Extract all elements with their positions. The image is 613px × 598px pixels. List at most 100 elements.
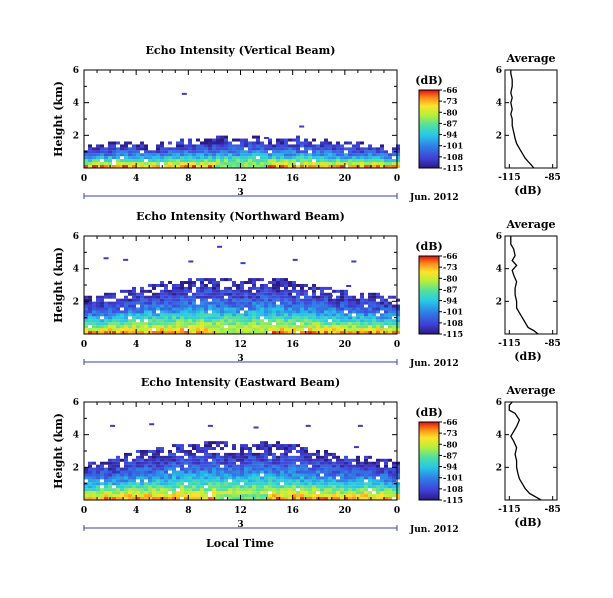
echo-cell bbox=[332, 461, 336, 465]
echo-cell bbox=[340, 319, 344, 323]
echo-cell bbox=[96, 298, 100, 302]
echo-cell bbox=[380, 307, 384, 311]
x-tick-label: 0 bbox=[394, 340, 400, 350]
echo-cell bbox=[296, 156, 300, 160]
echo-cell bbox=[340, 470, 344, 474]
echo-cell bbox=[320, 464, 324, 468]
echo-cell bbox=[328, 328, 332, 332]
echo-cell bbox=[276, 165, 280, 168]
echo-cell bbox=[132, 319, 136, 323]
colorbar-unit: (dB) bbox=[415, 240, 442, 253]
echo-cell bbox=[228, 331, 232, 334]
echo-cell bbox=[264, 153, 268, 157]
echo-cell bbox=[220, 159, 224, 163]
echo-cell bbox=[100, 313, 104, 317]
echo-cell bbox=[168, 307, 172, 311]
echo-cell bbox=[360, 467, 364, 471]
echo-cell bbox=[188, 444, 192, 448]
echo-cell bbox=[328, 298, 332, 302]
echo-cell bbox=[272, 150, 276, 154]
echo-cell bbox=[268, 447, 272, 451]
echo-cell bbox=[304, 316, 308, 320]
echo-cell bbox=[264, 491, 268, 495]
echo-cell bbox=[140, 455, 144, 459]
echo-cell bbox=[236, 295, 240, 299]
echo-cell bbox=[120, 289, 124, 293]
echo-cell bbox=[232, 304, 236, 308]
echo-cell bbox=[360, 162, 364, 166]
echo-cell bbox=[196, 150, 200, 154]
echo-cell bbox=[220, 470, 224, 474]
echo-cell bbox=[188, 322, 192, 326]
echo-cell bbox=[324, 494, 328, 498]
echo-cell bbox=[212, 322, 216, 326]
echo-cell bbox=[164, 304, 168, 308]
echo-cell bbox=[204, 162, 208, 166]
echo-cell bbox=[316, 331, 320, 334]
echo-cell bbox=[292, 289, 296, 293]
echo-cell bbox=[304, 162, 308, 166]
echo-cell bbox=[348, 325, 352, 329]
echo-cell bbox=[188, 298, 192, 302]
echo-cell bbox=[120, 325, 124, 329]
echo-cell bbox=[376, 147, 380, 151]
echo-cell bbox=[172, 482, 176, 486]
echo-cell bbox=[388, 458, 392, 462]
echo-cell bbox=[364, 494, 368, 498]
echo-cell bbox=[340, 313, 344, 317]
echo-cell bbox=[148, 470, 152, 474]
echo-cell bbox=[88, 331, 92, 334]
echo-cell bbox=[176, 298, 180, 302]
echo-cell bbox=[100, 491, 104, 495]
echo-cell bbox=[360, 319, 364, 323]
echo-cell bbox=[148, 485, 152, 489]
echo-cell bbox=[164, 467, 168, 471]
echo-cell bbox=[228, 153, 232, 157]
echo-cell bbox=[292, 485, 296, 489]
echo-cell bbox=[236, 307, 240, 311]
echo-cell bbox=[268, 162, 272, 166]
echo-cell bbox=[100, 319, 104, 323]
echo-cell bbox=[120, 491, 124, 495]
echo-cell bbox=[192, 488, 196, 492]
echo-cell bbox=[216, 313, 220, 317]
echo-cell bbox=[228, 313, 232, 317]
echo-cell bbox=[252, 144, 256, 148]
echo-cell bbox=[172, 452, 176, 456]
echo-cell bbox=[168, 292, 172, 296]
echo-cell bbox=[296, 138, 300, 142]
echo-cell bbox=[140, 325, 144, 329]
echo-cell bbox=[252, 467, 256, 471]
echo-cell bbox=[268, 319, 272, 323]
echo-cell bbox=[120, 301, 124, 305]
echo-cell bbox=[92, 162, 96, 166]
echo-cell bbox=[200, 301, 204, 305]
echo-cell bbox=[300, 162, 304, 166]
echo-cell bbox=[316, 473, 320, 477]
echo-cell bbox=[296, 470, 300, 474]
echo-cell bbox=[392, 476, 396, 480]
echo-cell bbox=[112, 313, 116, 317]
echo-cell bbox=[324, 295, 328, 299]
echo-cell bbox=[264, 316, 268, 320]
echo-cell bbox=[304, 289, 308, 293]
echo-cell bbox=[112, 322, 116, 326]
echo-cell bbox=[116, 310, 120, 314]
echo-cell bbox=[264, 292, 268, 296]
echo-cell bbox=[164, 316, 168, 320]
echo-cell bbox=[220, 482, 224, 486]
echo-cell bbox=[308, 325, 312, 329]
echo-cell bbox=[284, 307, 288, 311]
echo-cell bbox=[380, 458, 384, 462]
echo-cell bbox=[148, 473, 152, 477]
echo-cell bbox=[216, 322, 220, 326]
echo-cell bbox=[232, 313, 236, 317]
echo-cell bbox=[128, 452, 132, 456]
echo-cell bbox=[132, 156, 136, 160]
echo-cell bbox=[228, 452, 232, 456]
echo-cell bbox=[372, 479, 376, 483]
echo-cell bbox=[216, 147, 220, 151]
echo-cell bbox=[304, 159, 308, 163]
echo-cell bbox=[204, 482, 208, 486]
echo-cell bbox=[360, 325, 364, 329]
